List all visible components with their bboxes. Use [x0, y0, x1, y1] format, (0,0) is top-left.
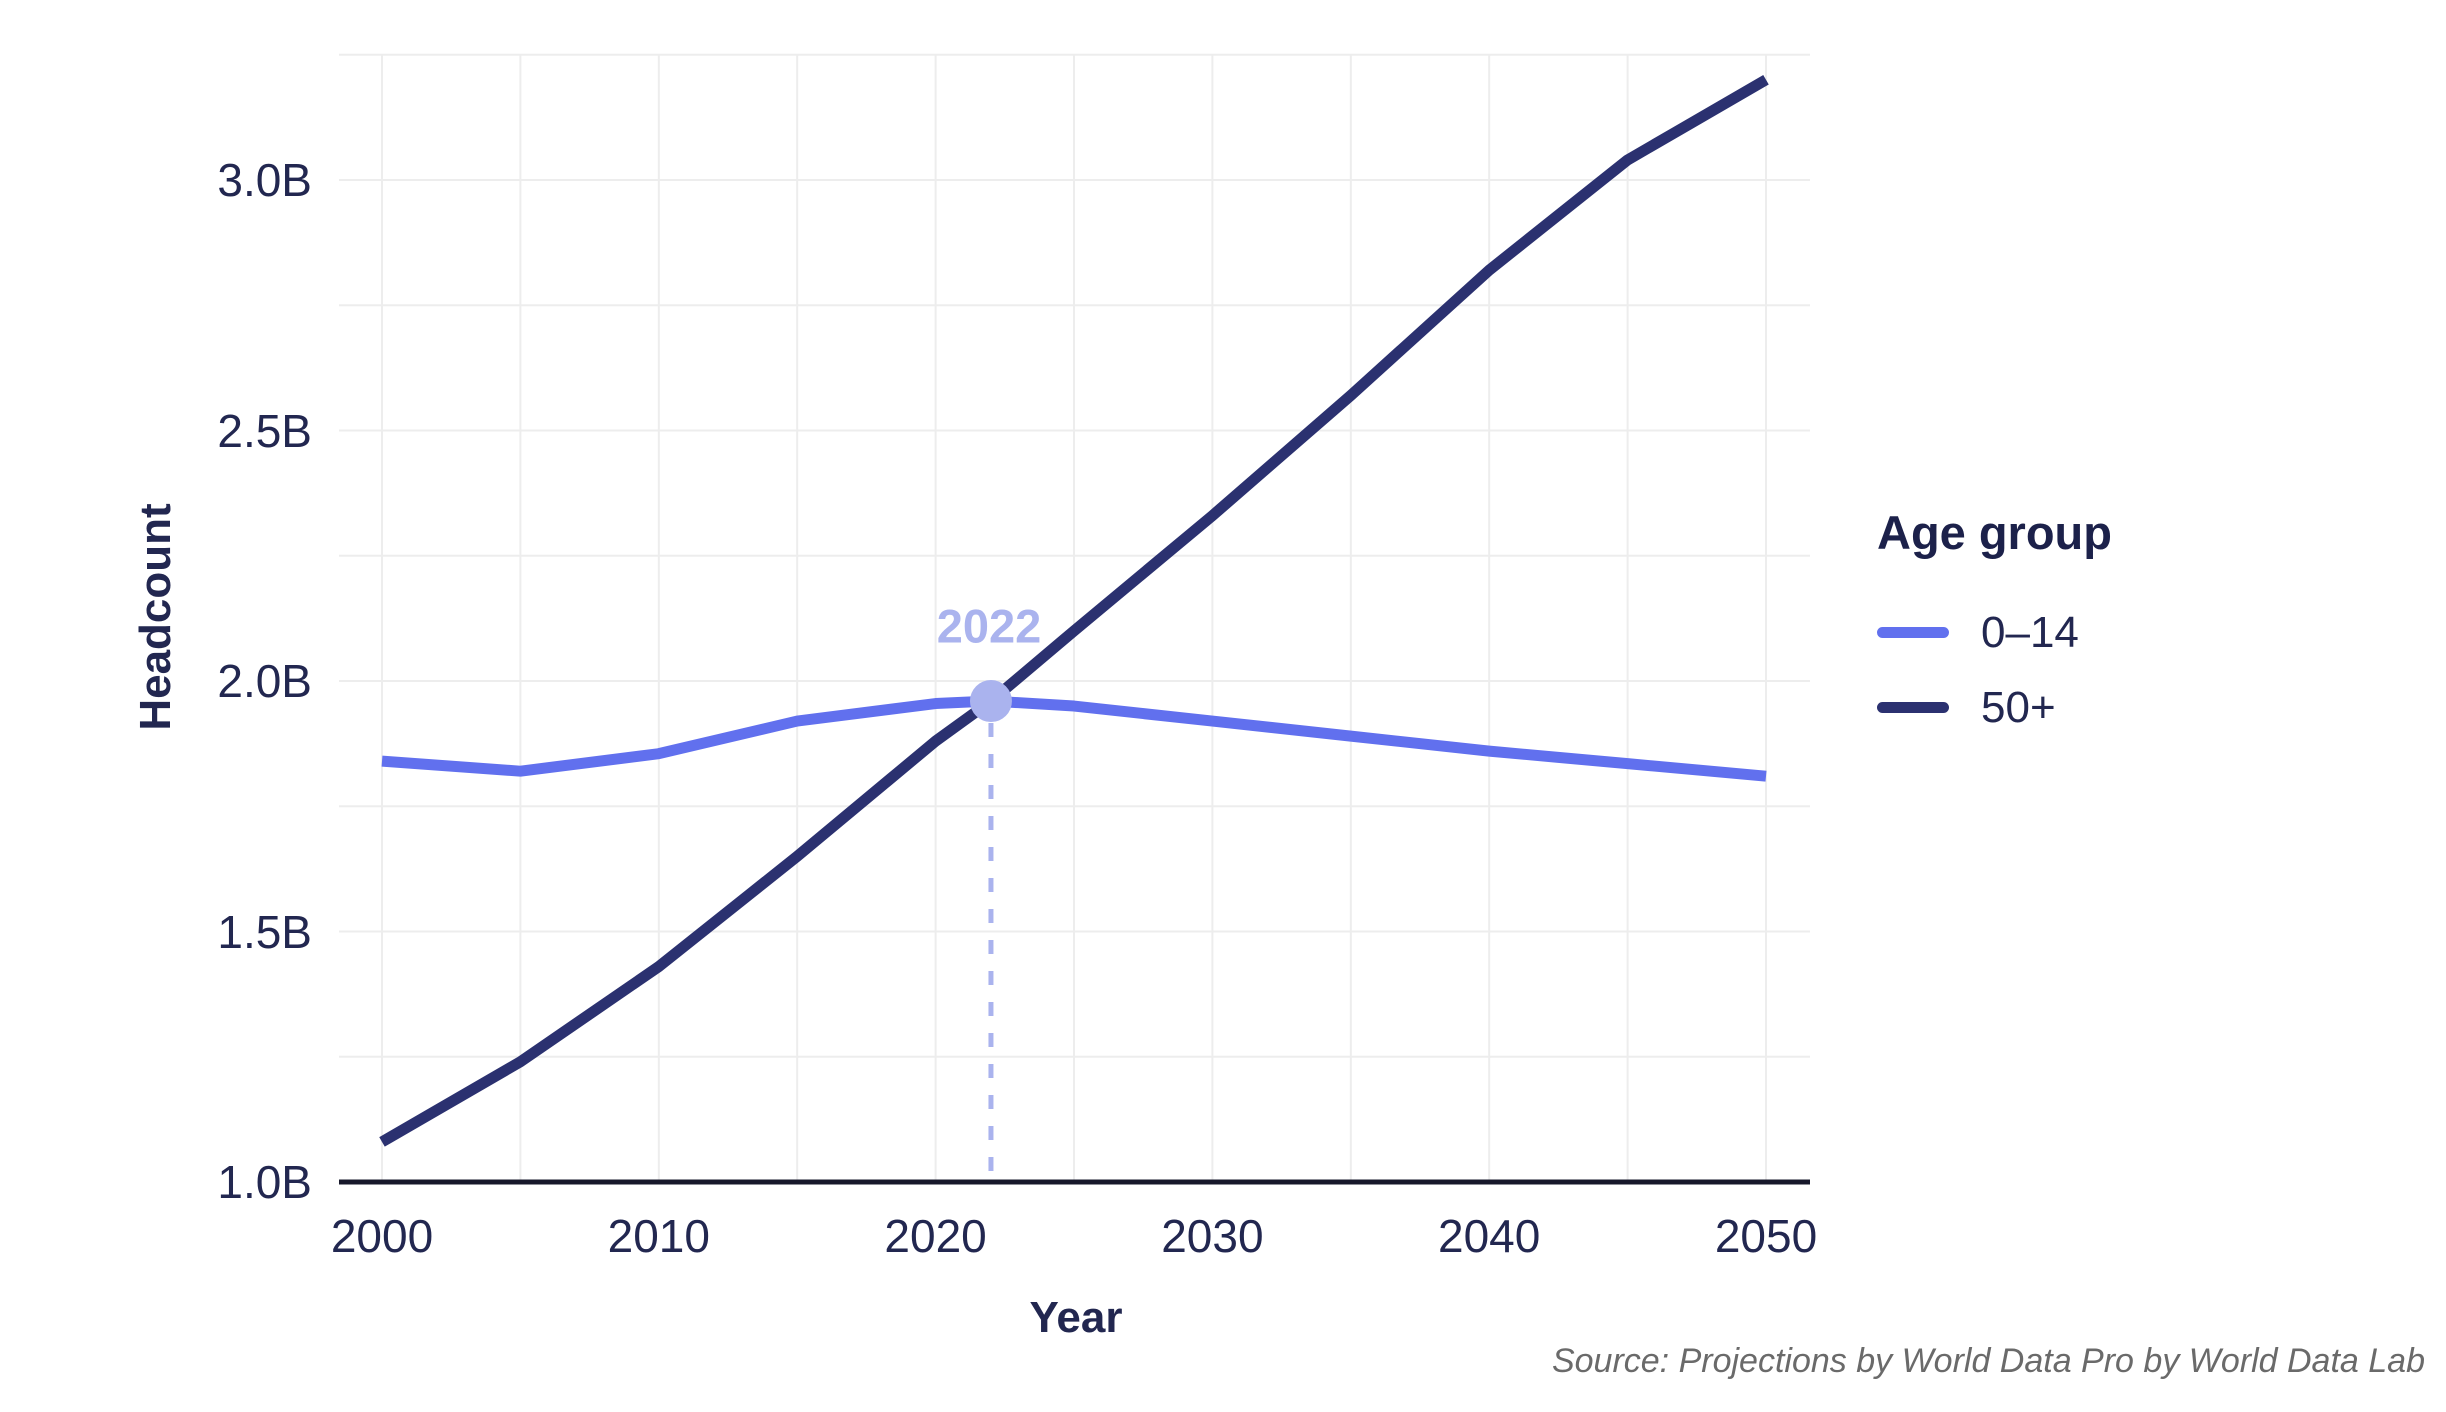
y-tick-label: 3.0B	[217, 154, 312, 206]
legend-label-0-14: 0–14	[1981, 607, 2079, 657]
legend-item-50-plus: 50+	[1877, 670, 2337, 745]
annotation-year-label: 2022	[936, 599, 1042, 653]
legend-swatch-50-plus	[1877, 702, 1949, 713]
series-line-50-plus	[379, 75, 1769, 1147]
x-tick-label: 2050	[1714, 1210, 1818, 1262]
x-tick-label: 2000	[330, 1210, 434, 1262]
y-tick-label: 1.0B	[217, 1156, 312, 1208]
y-tick-label: 1.5B	[217, 905, 312, 958]
x-tick-label: 2010	[607, 1210, 710, 1262]
series-line-0-14	[381, 695, 1767, 782]
source-caption: Source: Projections by World Data Pro by…	[1551, 1342, 2425, 1380]
y-tick-label: 2.5B	[217, 404, 312, 457]
legend-label-50-plus: 50+	[1981, 682, 2056, 732]
legend-title: Age group	[1877, 506, 2112, 559]
legend-item-0-14: 0–14	[1877, 595, 2337, 670]
x-tick-label: 2030	[1161, 1210, 1264, 1262]
annotation-dot	[969, 680, 1012, 723]
y-tick-label: 2.0B	[217, 655, 312, 707]
x-axis-title: Year	[1029, 1293, 1123, 1342]
legend: Age group 0–14 50+	[1877, 505, 2337, 745]
x-tick-label: 2040	[1438, 1210, 1541, 1262]
legend-swatch-0-14	[1877, 627, 1949, 638]
x-tick-label: 2020	[884, 1210, 987, 1262]
